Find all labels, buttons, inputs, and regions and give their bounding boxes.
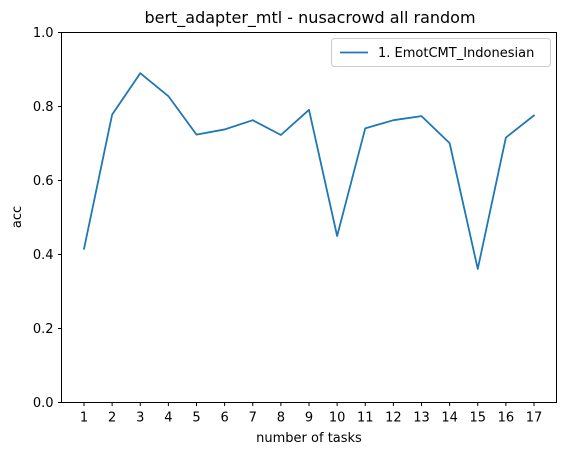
series-line xyxy=(83,72,535,270)
x-tick-label: 7 xyxy=(249,411,257,426)
x-tick-label: 10 xyxy=(329,411,346,426)
data-point xyxy=(533,114,535,116)
plot-area xyxy=(61,32,557,403)
data-point xyxy=(139,72,141,74)
data-point xyxy=(195,133,197,135)
x-axis: 1 2 3 4 5 6 7 8 9 10 11 12 13 14 15 16 17 xyxy=(80,402,543,426)
data-point xyxy=(505,136,507,138)
data-point xyxy=(308,109,310,111)
y-tick-label: 0.0 xyxy=(33,396,54,411)
legend-box xyxy=(331,38,551,67)
data-point xyxy=(111,113,113,115)
y-axis: 0.0 0.2 0.4 0.6 0.8 1.0 xyxy=(33,26,62,411)
data-point xyxy=(83,248,85,250)
x-tick-label: 16 xyxy=(498,411,515,426)
data-point xyxy=(364,127,366,129)
x-tick-label: 14 xyxy=(441,411,458,426)
x-tick-label: 13 xyxy=(413,411,430,426)
x-tick-label: 3 xyxy=(136,411,144,426)
x-tick-label: 8 xyxy=(277,411,285,426)
x-tick-label: 5 xyxy=(192,411,200,426)
x-tick-label: 6 xyxy=(220,411,228,426)
x-tick-label: 17 xyxy=(526,411,543,426)
y-axis-label: acc xyxy=(10,206,25,228)
data-point xyxy=(336,235,338,237)
x-tick-label: 1 xyxy=(80,411,88,426)
data-point xyxy=(477,268,479,270)
x-tick-label: 15 xyxy=(469,411,486,426)
x-tick-label: 4 xyxy=(164,411,172,426)
x-tick-label: 11 xyxy=(357,411,374,426)
data-point xyxy=(280,134,282,136)
y-tick-label: 0.2 xyxy=(33,322,54,337)
data-point xyxy=(448,142,450,144)
y-tick-label: 0.8 xyxy=(33,100,54,115)
data-point xyxy=(252,119,254,121)
data-point xyxy=(223,128,225,130)
x-tick-label: 9 xyxy=(305,411,313,426)
legend-series-label: 1. EmotCMT_Indonesian xyxy=(378,46,534,61)
series-layer xyxy=(83,72,535,270)
x-tick-label: 12 xyxy=(385,411,402,426)
data-point xyxy=(420,115,422,117)
y-tick-label: 0.4 xyxy=(33,248,54,263)
y-tick-label: 0.6 xyxy=(33,174,54,189)
data-point xyxy=(167,95,169,97)
x-tick-label: 2 xyxy=(108,411,116,426)
data-point xyxy=(392,119,394,121)
x-axis-label: number of tasks xyxy=(256,431,362,446)
legend: 1. EmotCMT_Indonesian xyxy=(331,38,551,67)
y-tick-label: 1.0 xyxy=(33,26,54,41)
chart-title: bert_adapter_mtl - nusacrowd all random xyxy=(144,8,475,28)
